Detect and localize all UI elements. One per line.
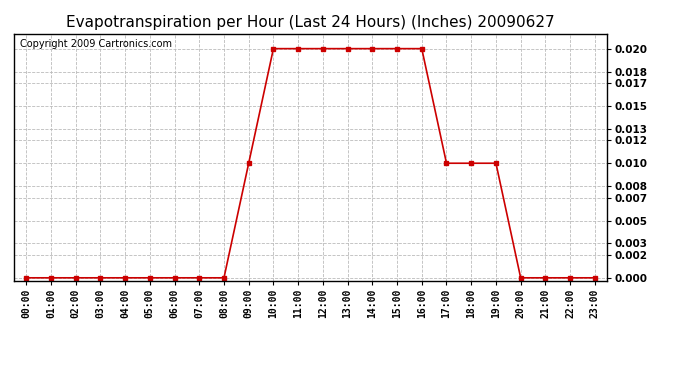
Text: Copyright 2009 Cartronics.com: Copyright 2009 Cartronics.com bbox=[20, 39, 172, 49]
Text: Evapotranspiration per Hour (Last 24 Hours) (Inches) 20090627: Evapotranspiration per Hour (Last 24 Hou… bbox=[66, 15, 555, 30]
